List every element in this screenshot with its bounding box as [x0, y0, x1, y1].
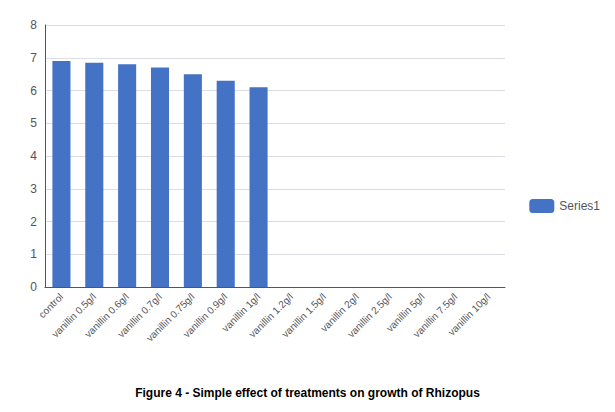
svg-text:vanillin 2g/l: vanillin 2g/l [318, 291, 361, 334]
svg-text:vanillin 0.7g/l: vanillin 0.7g/l [115, 291, 164, 340]
svg-text:3: 3 [30, 182, 37, 196]
svg-text:vanillin 0.75g/l: vanillin 0.75g/l [144, 291, 197, 344]
svg-text:Figure 4 - Simple effect of tr: Figure 4 - Simple effect of treatments o… [135, 386, 480, 400]
svg-text:vanillin 7.5g/l: vanillin 7.5g/l [411, 291, 460, 340]
svg-text:7: 7 [30, 51, 37, 65]
svg-text:vanillin 1.5g/l: vanillin 1.5g/l [280, 291, 329, 340]
svg-text:0: 0 [30, 280, 37, 294]
svg-text:vanillin 10g/l: vanillin 10g/l [446, 291, 493, 338]
svg-text:4: 4 [30, 149, 37, 163]
svg-text:vanillin 0.5g/l: vanillin 0.5g/l [49, 291, 99, 340]
svg-text:8: 8 [30, 18, 37, 32]
svg-text:vanillin 1.2g/l: vanillin 1.2g/l [246, 291, 296, 340]
svg-text:1: 1 [30, 247, 37, 261]
svg-text:vanillin 2.5g/l: vanillin 2.5g/l [345, 291, 394, 340]
svg-text:5: 5 [30, 116, 37, 130]
svg-text:control: control [36, 291, 65, 320]
svg-text:vanillin 1g/l: vanillin 1g/l [219, 291, 263, 334]
svg-text:6: 6 [30, 84, 37, 98]
svg-text:Series1: Series1 [559, 199, 600, 213]
svg-text:vanillin 5g/l: vanillin 5g/l [384, 291, 427, 334]
svg-text:2: 2 [30, 215, 37, 229]
svg-text:vanillin 0.6g/l: vanillin 0.6g/l [82, 291, 131, 340]
svg-text:vanillin 0.9g/l: vanillin 0.9g/l [181, 291, 230, 340]
